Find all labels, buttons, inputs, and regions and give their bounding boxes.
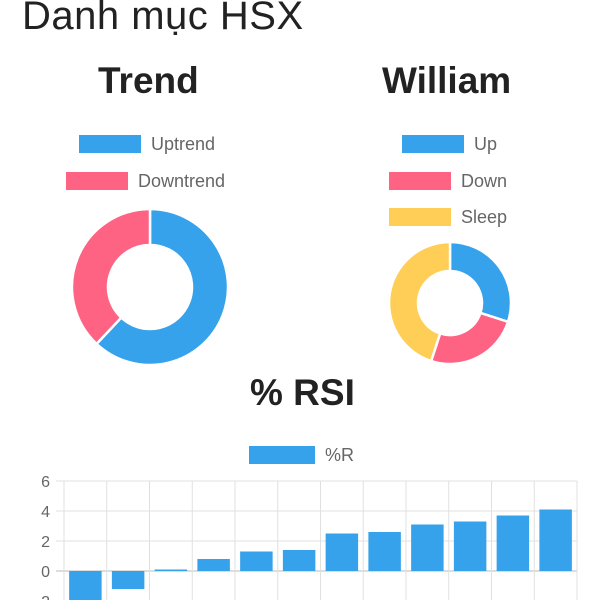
trend-legend-swatch-uptrend xyxy=(79,135,141,153)
william-legend-swatch-up xyxy=(402,135,464,153)
william-legend-swatch-down xyxy=(389,172,451,190)
william-legend-down[interactable]: Down xyxy=(389,170,507,192)
william-chart-title: William xyxy=(382,60,512,101)
william-slice-sleep[interactable] xyxy=(387,240,452,363)
rsi-bar[interactable] xyxy=(496,515,530,572)
william-legend-label-down: Down xyxy=(461,170,508,191)
trend-chart-title: Trend xyxy=(98,60,199,101)
rsi-legend-label-r: %R xyxy=(325,444,355,465)
william-legend-sleep[interactable]: Sleep xyxy=(389,206,507,228)
rsi-y-tick-label: 6 xyxy=(41,474,50,491)
rsi-legend-r[interactable]: %R xyxy=(249,444,354,466)
rsi-bar[interactable] xyxy=(111,571,145,589)
rsi-y-tick-label: 4 xyxy=(41,504,50,521)
trend-slice-uptrend[interactable] xyxy=(94,207,230,367)
trend-slice-downtrend[interactable] xyxy=(70,207,152,346)
william-slice-down[interactable] xyxy=(429,311,510,366)
trend-legend-label-uptrend: Uptrend xyxy=(151,133,216,154)
william-legend-label-up: Up xyxy=(474,133,498,154)
rsi-y-tick-label: 0 xyxy=(41,564,50,581)
trend-legend-downtrend[interactable]: Downtrend xyxy=(66,170,225,192)
trend-legend-swatch-downtrend xyxy=(66,172,128,190)
trend-legend-uptrend[interactable]: Uptrend xyxy=(79,133,215,155)
rsi-bar[interactable] xyxy=(240,551,273,572)
william-legend-up[interactable]: Up xyxy=(402,133,497,155)
rsi-bar[interactable] xyxy=(154,569,188,572)
william-legend-swatch-sleep xyxy=(389,208,451,226)
rsi-bar[interactable] xyxy=(197,559,230,571)
rsi-bar[interactable] xyxy=(539,509,572,572)
rsi-bar[interactable] xyxy=(325,533,359,572)
rsi-chart-title: % RSI xyxy=(250,372,355,413)
william-legend-label-sleep: Sleep xyxy=(461,206,508,227)
rsi-bar[interactable] xyxy=(453,521,487,572)
rsi-legend-swatch-r xyxy=(249,446,315,464)
william-slice-up[interactable] xyxy=(448,240,513,324)
rsi-y-tick-label: -2 xyxy=(36,594,50,600)
rsi-bar[interactable] xyxy=(69,571,102,600)
page-title: Danh mục HSX xyxy=(22,0,304,38)
rsi-bar[interactable] xyxy=(282,550,316,571)
rsi-bar[interactable] xyxy=(368,532,401,571)
rsi-bar[interactable] xyxy=(411,524,444,572)
trend-legend-label-downtrend: Downtrend xyxy=(138,170,226,191)
rsi-y-tick-label: 2 xyxy=(41,534,50,551)
